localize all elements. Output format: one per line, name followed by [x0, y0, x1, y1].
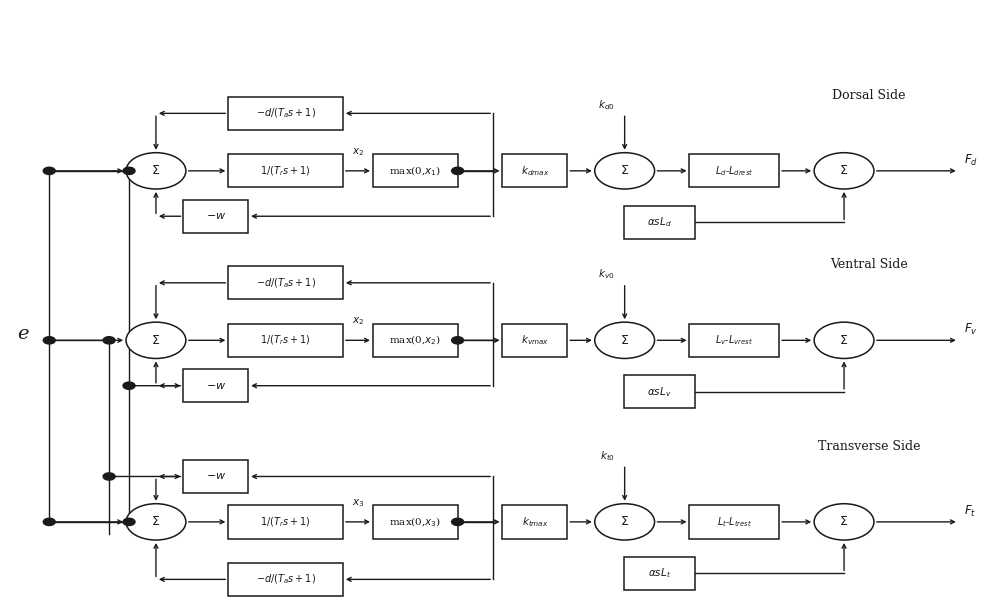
Circle shape: [452, 337, 464, 344]
FancyBboxPatch shape: [502, 323, 567, 357]
Text: $-d/(T_as+1)$: $-d/(T_as+1)$: [256, 276, 316, 289]
Circle shape: [814, 503, 874, 540]
Circle shape: [595, 322, 655, 359]
Circle shape: [126, 322, 186, 359]
FancyBboxPatch shape: [624, 206, 695, 239]
Text: $k_{dmax}$: $k_{dmax}$: [521, 164, 549, 178]
Circle shape: [123, 167, 135, 174]
Text: $\Sigma$: $\Sigma$: [839, 164, 849, 178]
Text: $-w$: $-w$: [206, 471, 226, 482]
Text: $\Sigma$: $\Sigma$: [151, 516, 161, 528]
FancyBboxPatch shape: [228, 266, 343, 300]
Circle shape: [814, 322, 874, 359]
Circle shape: [43, 518, 55, 525]
Text: Transverse Side: Transverse Side: [818, 440, 920, 453]
Text: Dorsal Side: Dorsal Side: [832, 89, 906, 102]
Text: $\Sigma$: $\Sigma$: [151, 164, 161, 178]
FancyBboxPatch shape: [228, 323, 343, 357]
Text: $F_t$: $F_t$: [964, 503, 976, 519]
Circle shape: [103, 473, 115, 480]
FancyBboxPatch shape: [689, 323, 779, 357]
Text: $-d/(T_as+1)$: $-d/(T_as+1)$: [256, 573, 316, 586]
Circle shape: [126, 153, 186, 189]
FancyBboxPatch shape: [183, 460, 248, 493]
FancyBboxPatch shape: [228, 154, 343, 187]
Circle shape: [595, 153, 655, 189]
FancyBboxPatch shape: [689, 505, 779, 539]
FancyBboxPatch shape: [689, 154, 779, 187]
Text: $-d/(T_as+1)$: $-d/(T_as+1)$: [256, 106, 316, 120]
Text: max(0,$x_2$): max(0,$x_2$): [389, 334, 441, 347]
FancyBboxPatch shape: [373, 505, 458, 539]
Text: $\Sigma$: $\Sigma$: [620, 516, 629, 528]
Text: e: e: [18, 325, 29, 344]
FancyBboxPatch shape: [624, 557, 695, 590]
Circle shape: [43, 167, 55, 174]
Circle shape: [126, 503, 186, 540]
Text: $F_d$: $F_d$: [964, 153, 978, 168]
Text: $\Sigma$: $\Sigma$: [620, 334, 629, 347]
FancyBboxPatch shape: [228, 505, 343, 539]
FancyBboxPatch shape: [373, 323, 458, 357]
FancyBboxPatch shape: [624, 375, 695, 409]
FancyBboxPatch shape: [183, 199, 248, 233]
Text: $\Sigma$: $\Sigma$: [839, 334, 849, 347]
Text: $\Sigma$: $\Sigma$: [151, 334, 161, 347]
Text: $x_3$: $x_3$: [352, 497, 364, 508]
Text: $\Sigma$: $\Sigma$: [620, 164, 629, 178]
Circle shape: [452, 167, 464, 174]
Text: $\alpha sL_d$: $\alpha sL_d$: [647, 215, 672, 229]
Text: $x_2$: $x_2$: [352, 315, 364, 327]
Circle shape: [43, 337, 55, 344]
Text: $x_2$: $x_2$: [352, 146, 364, 157]
FancyBboxPatch shape: [502, 505, 567, 539]
Circle shape: [814, 153, 874, 189]
FancyBboxPatch shape: [228, 563, 343, 596]
FancyBboxPatch shape: [183, 369, 248, 402]
Text: Ventral Side: Ventral Side: [830, 258, 908, 271]
Text: $k_{vmax}$: $k_{vmax}$: [521, 333, 549, 347]
Circle shape: [123, 518, 135, 525]
Text: $1/(T_rs+1)$: $1/(T_rs+1)$: [260, 164, 311, 178]
Text: max(0,$x_3$): max(0,$x_3$): [389, 515, 441, 529]
FancyBboxPatch shape: [502, 154, 567, 187]
Circle shape: [123, 382, 135, 389]
Text: $1/(T_rs+1)$: $1/(T_rs+1)$: [260, 515, 311, 529]
Circle shape: [452, 518, 464, 525]
Text: $\Sigma$: $\Sigma$: [839, 516, 849, 528]
Text: $-w$: $-w$: [206, 211, 226, 221]
Text: $L_t$-$L_{trest}$: $L_t$-$L_{trest}$: [717, 515, 752, 529]
Text: $k_{v0}$: $k_{v0}$: [598, 267, 615, 281]
Text: $F_v$: $F_v$: [964, 322, 977, 337]
Text: $\alpha sL_t$: $\alpha sL_t$: [648, 567, 671, 580]
Text: $-w$: $-w$: [206, 381, 226, 391]
FancyBboxPatch shape: [228, 97, 343, 130]
FancyBboxPatch shape: [373, 154, 458, 187]
Text: $L_d$-$L_{drest}$: $L_d$-$L_{drest}$: [715, 164, 754, 178]
Circle shape: [595, 503, 655, 540]
Text: $1/(T_rs+1)$: $1/(T_rs+1)$: [260, 334, 311, 347]
Text: $L_v$-$L_{vrest}$: $L_v$-$L_{vrest}$: [715, 333, 753, 347]
Text: $\alpha sL_v$: $\alpha sL_v$: [647, 385, 672, 399]
Text: max(0,$x_1$): max(0,$x_1$): [389, 164, 441, 178]
Text: $k_{tmax}$: $k_{tmax}$: [522, 515, 548, 529]
Text: $k_{t0}$: $k_{t0}$: [600, 449, 615, 463]
Circle shape: [103, 337, 115, 344]
Text: $k_{d0}$: $k_{d0}$: [598, 98, 615, 111]
